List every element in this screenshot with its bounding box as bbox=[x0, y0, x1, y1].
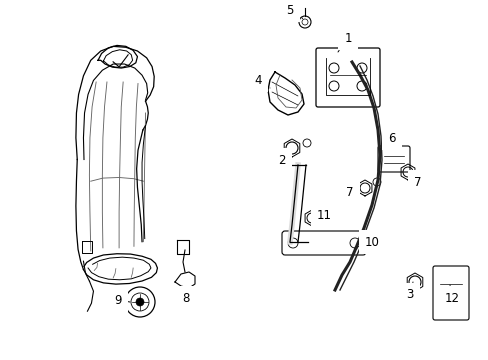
Text: 11: 11 bbox=[316, 208, 331, 221]
Text: 6: 6 bbox=[386, 131, 395, 148]
Text: 7: 7 bbox=[411, 174, 421, 189]
Text: 5: 5 bbox=[286, 4, 302, 18]
Text: 3: 3 bbox=[406, 282, 413, 302]
Text: 8: 8 bbox=[181, 291, 189, 305]
Text: 1: 1 bbox=[337, 32, 351, 52]
Text: 2: 2 bbox=[278, 152, 288, 166]
Text: 9: 9 bbox=[114, 293, 130, 306]
Text: 12: 12 bbox=[444, 285, 459, 305]
Circle shape bbox=[136, 298, 143, 306]
FancyBboxPatch shape bbox=[282, 231, 365, 255]
Text: 7: 7 bbox=[346, 185, 359, 198]
FancyBboxPatch shape bbox=[432, 266, 468, 320]
FancyBboxPatch shape bbox=[377, 146, 409, 172]
Text: 10: 10 bbox=[362, 235, 379, 248]
FancyBboxPatch shape bbox=[315, 48, 379, 107]
Text: 4: 4 bbox=[254, 73, 269, 88]
